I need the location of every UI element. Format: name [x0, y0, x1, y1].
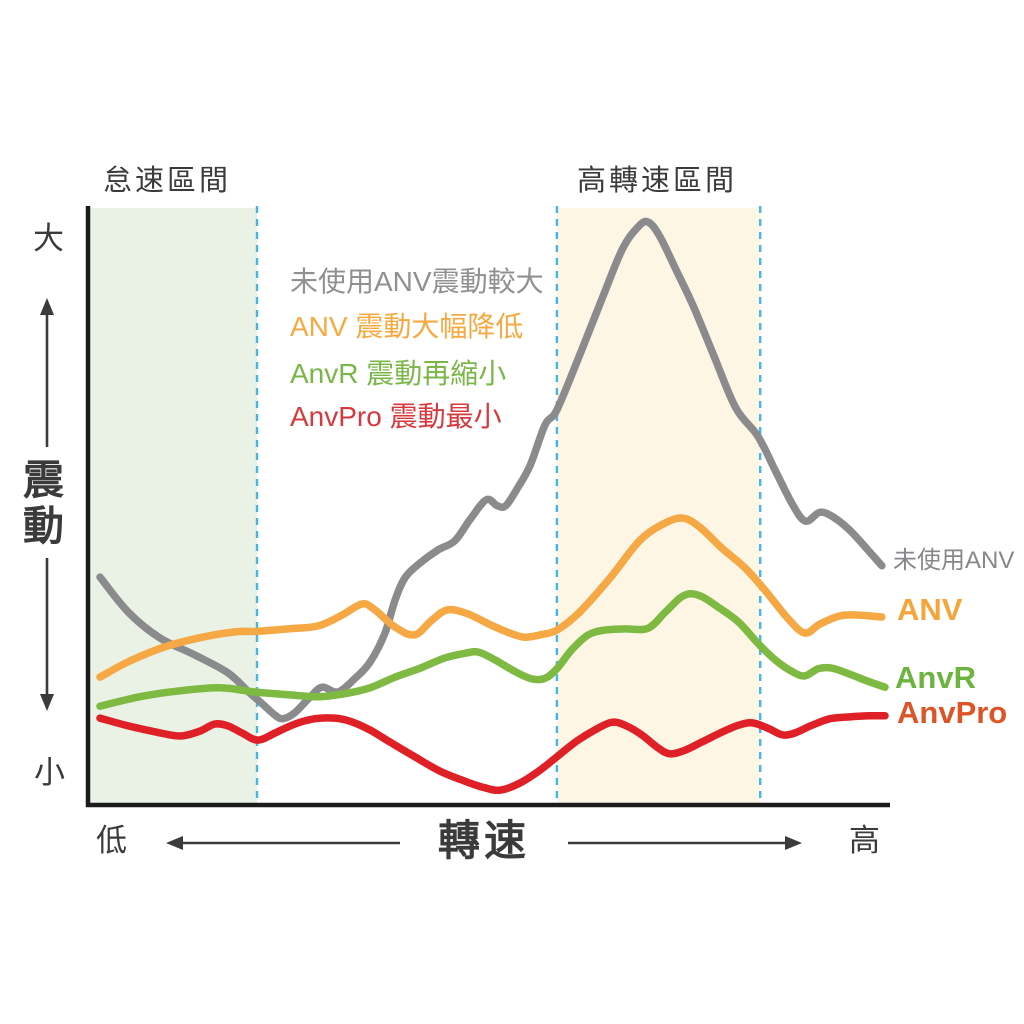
y-axis-min-label: 小: [34, 755, 65, 790]
x-axis-min-label: 低: [96, 823, 127, 858]
y-axis-title: 震動: [23, 457, 64, 549]
y-axis-down-arrow: [40, 558, 54, 711]
x-axis-max-label: 高: [849, 823, 880, 858]
curve-end-label-anvpro: AnvPro: [897, 695, 1008, 730]
curve-anv: [96, 514, 886, 681]
curve-end-label-anvr: AnvR: [895, 660, 976, 695]
high-rpm-region-fill: [556, 208, 761, 805]
curve-end-label-no-anv: 未使用ANV: [893, 547, 1015, 574]
annotation-anvpro: AnvPro 震動最小: [290, 401, 502, 432]
curve-anvr: [96, 590, 889, 710]
idle-region-fill: [88, 208, 257, 805]
x-axis-right-arrow: [568, 836, 802, 850]
annotation-no-anv: 未使用ANV震動較大: [290, 266, 544, 297]
curve-end-label-anv: ANV: [897, 592, 963, 627]
x-axis-title: 轉速: [438, 817, 531, 864]
region-boundary-lines: [255, 206, 762, 805]
idle-region-title: 怠速區間: [103, 165, 232, 197]
series-curves: [96, 217, 889, 795]
annotation-anvr: AnvR 震動再縮小: [290, 358, 507, 389]
curve-no-anv: [96, 217, 886, 723]
x-axis-left-arrow: [166, 836, 400, 850]
y-axis-up-arrow: [40, 298, 54, 447]
y-axis-max-label: 大: [33, 221, 64, 256]
curve-anvpro: [96, 711, 889, 795]
annotation-anv: ANV 震動大幅降低: [290, 311, 524, 342]
high-rpm-region-title: 高轉速區間: [577, 165, 738, 197]
